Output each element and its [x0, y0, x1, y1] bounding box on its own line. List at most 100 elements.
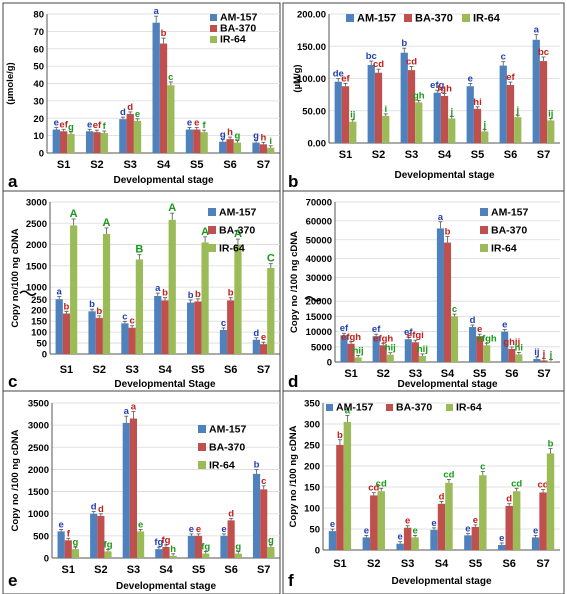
bar: [202, 553, 210, 558]
significance-letter: b: [96, 306, 102, 317]
significance-letter: g: [234, 131, 240, 142]
significance-letter: e: [473, 515, 478, 526]
bar: [531, 537, 540, 550]
bar: [133, 120, 142, 153]
significance-letter: fg: [104, 539, 113, 550]
significance-letter: d: [439, 491, 445, 502]
bar: [95, 317, 103, 354]
x-axis-title: Developmental stage: [391, 576, 491, 587]
bar: [194, 301, 202, 354]
significance-letter: h: [260, 132, 266, 143]
significance-letter: gh: [413, 90, 425, 101]
significance-letter: e: [533, 525, 538, 536]
legend-swatch: [210, 36, 217, 43]
bar: [194, 535, 203, 558]
significance-letter: hi: [473, 97, 481, 108]
bar: [119, 119, 127, 153]
x-tick-label: S1: [339, 149, 352, 161]
significance-letter: efgi: [407, 330, 424, 341]
significance-letter: C: [267, 253, 275, 265]
significance-letter: d: [470, 315, 476, 326]
bar: [90, 513, 98, 558]
legend-label: IR-64: [220, 34, 246, 46]
bar: [227, 520, 235, 558]
bar: [267, 147, 275, 153]
legend-label: BA-370: [219, 225, 255, 237]
bar: [220, 535, 228, 558]
significance-letter: c: [261, 476, 266, 487]
bar: [483, 345, 491, 362]
bar: [152, 22, 160, 153]
bar: [499, 65, 507, 143]
bar: [343, 421, 352, 550]
bar: [55, 299, 63, 354]
y-axis-title: (µmole/g): [5, 62, 16, 104]
legend-label: AM-157: [491, 207, 529, 219]
bar: [508, 348, 516, 362]
significance-letter: efgh: [341, 332, 361, 343]
legend-label: IR-64: [456, 402, 482, 414]
significance-letter: b: [445, 227, 451, 238]
bar: [227, 300, 235, 354]
bar: [377, 491, 385, 550]
x-tick-label: S3: [123, 159, 136, 171]
x-tick-label: S3: [405, 149, 418, 161]
x-tick-label: S5: [469, 558, 482, 570]
axis-break-mark: [304, 296, 322, 302]
significance-letter: e: [468, 73, 473, 84]
bar: [515, 354, 523, 362]
y-tick-label: 2500: [26, 219, 47, 230]
significance-letter: e: [138, 519, 143, 530]
bar: [481, 131, 489, 143]
bar: [137, 531, 145, 558]
significance-letter: f: [203, 120, 207, 131]
bar: [476, 336, 484, 362]
y-tick-label: 2500: [28, 443, 49, 454]
significance-letter: a: [155, 283, 161, 294]
legend-label: IR-64: [219, 243, 245, 255]
significance-letter: fgh: [437, 84, 452, 95]
bar: [347, 343, 355, 362]
bar: [161, 300, 169, 354]
y-tick-label: 60000: [306, 216, 332, 227]
significance-letter: d: [91, 502, 97, 513]
y-tick-label: 30000: [306, 273, 332, 284]
bar: [259, 344, 268, 354]
y-tick-label: 100.00: [297, 74, 326, 85]
bar: [102, 233, 111, 354]
significance-letter: cd: [538, 480, 549, 491]
x-tick-label: S4: [438, 149, 452, 161]
bar: [187, 535, 195, 558]
significance-letter: g: [68, 122, 74, 133]
significance-letter: e: [135, 109, 140, 120]
legend-swatch: [198, 461, 206, 469]
panel-letter: a: [8, 172, 18, 191]
significance-letter: f: [67, 528, 71, 539]
significance-letter: e: [412, 525, 417, 536]
significance-letter: cd: [373, 59, 384, 70]
bar: [185, 129, 194, 153]
legend-label: IR-64: [473, 13, 501, 25]
significance-letter: a: [131, 402, 137, 413]
bar: [100, 133, 108, 153]
legend-swatch: [198, 425, 206, 433]
significance-letter: cd: [406, 56, 417, 67]
bar: [469, 327, 477, 362]
y-tick-label: 0: [39, 149, 44, 160]
bar: [201, 242, 209, 354]
y-tick-label: 5000: [311, 342, 332, 353]
significance-letter: a: [345, 405, 351, 416]
significance-letter: e: [465, 523, 470, 534]
significance-letter: e: [87, 119, 92, 130]
significance-letter: d: [506, 494, 512, 505]
significance-letter: fg: [201, 542, 210, 553]
x-axis-title: Developmental stage: [394, 170, 494, 181]
significance-letter: b: [188, 290, 194, 301]
x-tick-label: S5: [192, 564, 205, 576]
legend-swatch: [386, 404, 393, 411]
bar: [396, 543, 404, 550]
y-tick-label: 3000: [26, 198, 47, 209]
bar: [135, 259, 143, 354]
legend-swatch: [462, 14, 470, 22]
